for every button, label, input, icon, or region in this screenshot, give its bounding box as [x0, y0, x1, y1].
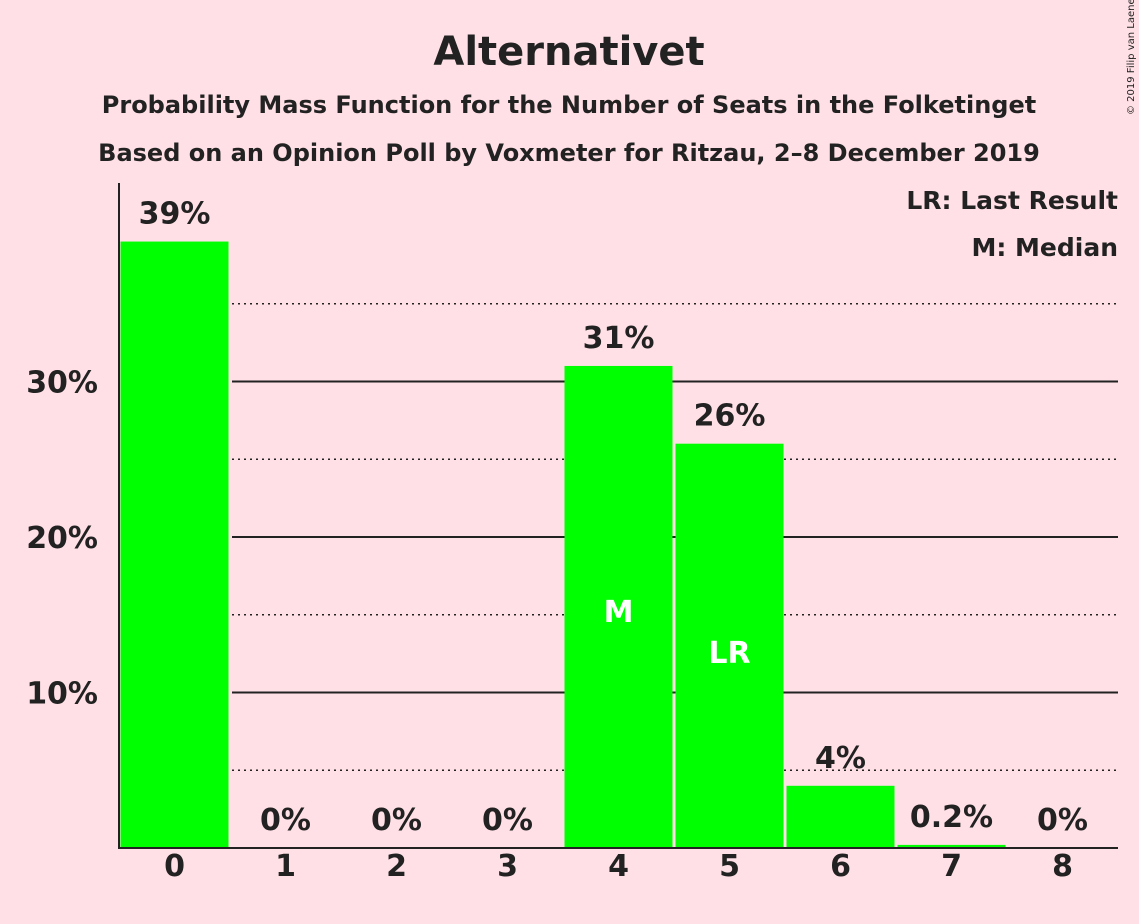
chart-subtitle-poll: Based on an Opinion Poll by Voxmeter for…	[98, 139, 1040, 167]
data-labels: 39% 0% 0% 0% 31% 26% 4% 0.2% 0% M LR	[139, 197, 1088, 838]
data-label-seat-6: 4%	[815, 741, 866, 776]
bar-seat-7	[897, 844, 1006, 848]
x-tick-label: 6	[830, 849, 851, 884]
bars	[120, 241, 1006, 849]
data-label-seat-5: 26%	[694, 399, 766, 434]
chart-subtitle: Probability Mass Function for the Number…	[102, 91, 1036, 119]
data-label-seat-0: 39%	[139, 197, 211, 232]
data-label-seat-3: 0%	[482, 803, 533, 838]
bar-seat-6	[786, 785, 895, 848]
y-tick-label: 10%	[26, 677, 98, 712]
legend-last-result: LR: Last Result	[906, 186, 1118, 215]
legend-median: M: Median	[971, 233, 1118, 262]
x-tick-label: 4	[608, 849, 629, 884]
x-tick-label: 3	[497, 849, 518, 884]
y-tick-label: 30%	[26, 366, 98, 401]
y-tick-label: 20%	[26, 521, 98, 556]
median-marker: M	[604, 595, 634, 630]
chart-title: Alternativet	[433, 29, 704, 75]
x-axis-ticks: 0 1 2 3 4 5 6 7 8	[164, 849, 1073, 884]
x-tick-label: 0	[164, 849, 185, 884]
data-label-seat-2: 0%	[371, 803, 422, 838]
data-label-seat-7: 0.2%	[910, 800, 993, 835]
x-tick-label: 8	[1052, 849, 1073, 884]
data-label-seat-1: 0%	[260, 803, 311, 838]
data-label-seat-8: 0%	[1037, 803, 1088, 838]
bar-seat-0	[120, 241, 229, 849]
x-tick-label: 2	[386, 849, 407, 884]
data-label-seat-4: 31%	[583, 321, 655, 356]
x-tick-label: 5	[719, 849, 740, 884]
bar-seat-5	[675, 443, 784, 848]
y-axis-ticks: 10% 20% 30%	[26, 366, 98, 712]
copyright-text: © 2019 Filip van Laenen	[1126, 0, 1137, 115]
bar-seat-4	[564, 365, 673, 848]
last-result-marker: LR	[708, 636, 750, 671]
x-tick-label: 1	[275, 849, 296, 884]
gridlines	[232, 303, 1118, 771]
x-tick-label: 7	[941, 849, 962, 884]
